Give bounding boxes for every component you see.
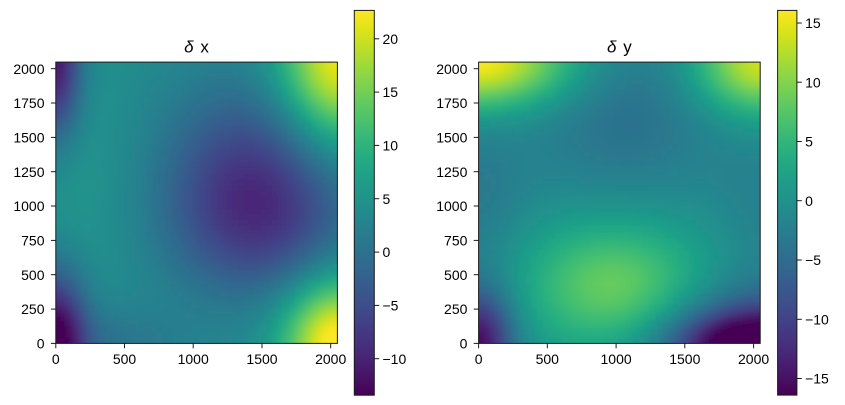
svg-text:2000: 2000 xyxy=(13,61,44,77)
svg-text:−5: −5 xyxy=(805,252,821,268)
svg-text:15: 15 xyxy=(383,84,399,100)
svg-text:−15: −15 xyxy=(805,371,829,387)
svg-text:0: 0 xyxy=(52,351,60,367)
svg-text:5: 5 xyxy=(383,191,391,207)
svg-text:500: 500 xyxy=(444,267,468,283)
svg-text:2000: 2000 xyxy=(738,351,769,367)
svg-text:−10: −10 xyxy=(805,311,829,327)
svg-text:1000: 1000 xyxy=(13,198,44,214)
svg-text:1000: 1000 xyxy=(436,198,467,214)
svg-text:500: 500 xyxy=(536,351,560,367)
svg-text:1000: 1000 xyxy=(601,351,632,367)
svg-text:1500: 1500 xyxy=(669,351,700,367)
svg-text:0: 0 xyxy=(37,336,45,352)
svg-text:0: 0 xyxy=(475,351,483,367)
svg-text:250: 250 xyxy=(21,301,45,317)
svg-text:750: 750 xyxy=(21,233,45,249)
svg-text:500: 500 xyxy=(21,267,45,283)
svg-text:5: 5 xyxy=(805,134,813,150)
svg-text:δ x: δ x xyxy=(184,38,209,57)
svg-text:1250: 1250 xyxy=(13,164,44,180)
svg-text:15: 15 xyxy=(805,15,821,31)
svg-text:1750: 1750 xyxy=(13,95,44,111)
svg-text:1500: 1500 xyxy=(246,351,277,367)
svg-text:−10: −10 xyxy=(383,351,407,367)
svg-text:500: 500 xyxy=(113,351,137,367)
svg-text:750: 750 xyxy=(444,233,468,249)
svg-text:1000: 1000 xyxy=(178,351,209,367)
svg-text:1750: 1750 xyxy=(436,95,467,111)
svg-text:2000: 2000 xyxy=(315,351,346,367)
svg-text:10: 10 xyxy=(805,74,821,90)
svg-text:20: 20 xyxy=(383,31,399,47)
svg-text:1250: 1250 xyxy=(436,164,467,180)
svg-text:1500: 1500 xyxy=(13,130,44,146)
svg-text:0: 0 xyxy=(805,193,813,209)
svg-text:0: 0 xyxy=(383,244,391,260)
svg-text:250: 250 xyxy=(444,301,468,317)
svg-text:−5: −5 xyxy=(383,298,399,314)
svg-text:0: 0 xyxy=(460,336,468,352)
svg-text:2000: 2000 xyxy=(436,61,467,77)
svg-text:1500: 1500 xyxy=(436,130,467,146)
svg-text:δ y: δ y xyxy=(607,38,632,57)
svg-text:10: 10 xyxy=(383,138,399,154)
